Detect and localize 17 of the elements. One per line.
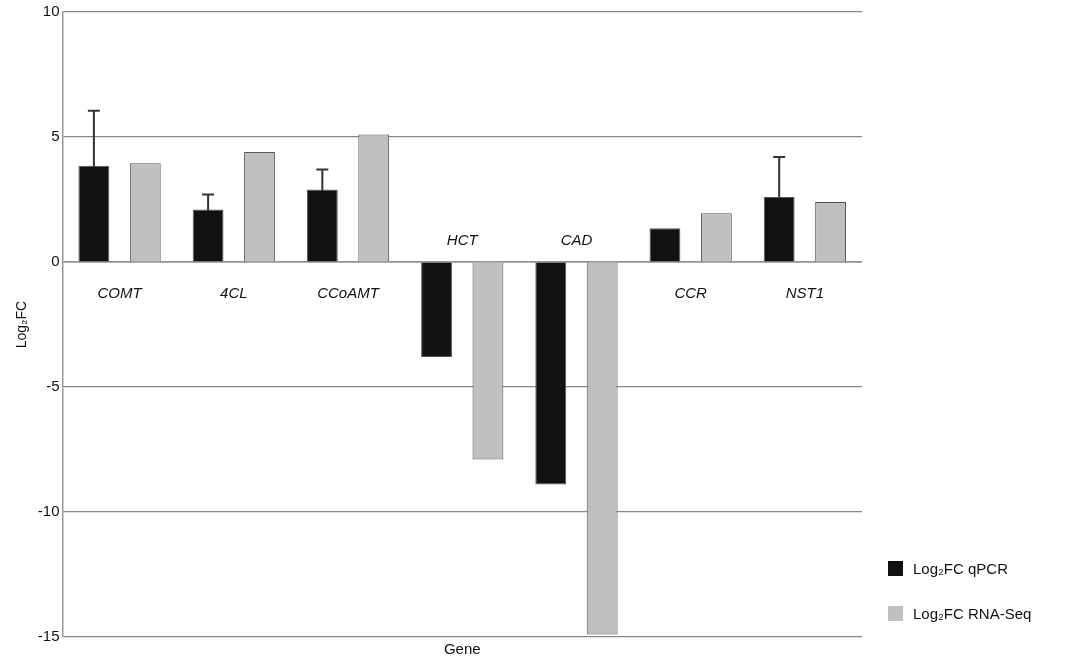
legend-label: Log₂FC RNA-Seq [913,605,1032,622]
y-axis-title: Log₂FC [13,300,30,349]
y-tick-label: 10 [42,2,60,20]
y-tick-label: -15 [37,627,60,645]
legend-label: Log₂FC qPCR [913,560,1009,577]
x-tick-label: COMT [97,283,144,301]
x-tick-label: CAD [560,230,593,248]
x-tick-label: CCoAMT [317,283,381,301]
x-tick-label: NST1 [785,283,825,301]
y-tick-label: 0 [51,252,60,270]
x-tick-label: HCT [446,230,480,248]
y-tick-label: 5 [51,127,60,145]
x-tick-label: 4CL [220,283,248,301]
x-tick-label: CCR [674,283,708,301]
y-tick-label: -5 [46,377,60,395]
y-tick-label: -10 [37,502,60,520]
x-axis-title: Gene [443,640,481,658]
